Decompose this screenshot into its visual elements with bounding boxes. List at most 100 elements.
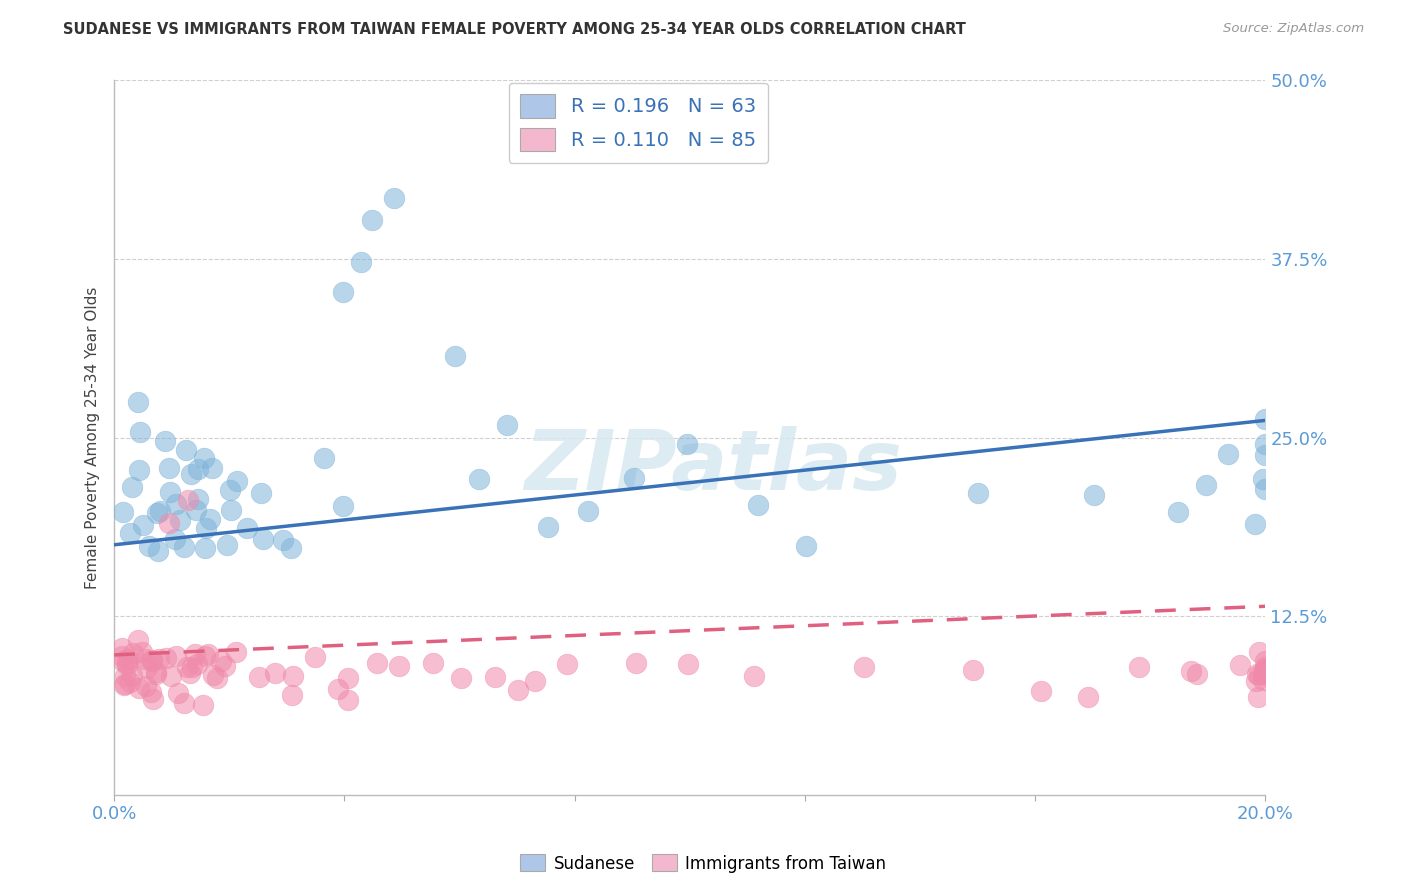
Point [142,691,165,706]
Point [537,519,560,533]
Point [145,506,167,520]
Legend: R = 0.196   N = 63, R = 0.110   N = 85: R = 0.196 N = 63, R = 0.110 N = 85 [509,83,768,163]
Text: Source: ZipAtlas.com: Source: ZipAtlas.com [1223,22,1364,36]
Point [187,462,209,476]
Point [112,678,135,692]
Point [218,483,240,497]
Point [176,492,198,507]
Point [111,655,134,669]
Point [169,513,191,527]
Point [1247,690,1270,705]
Point [173,541,195,555]
Point [159,669,181,683]
Point [183,647,205,661]
Point [495,418,517,433]
Point [350,255,373,269]
Point [134,652,156,666]
Point [195,521,218,535]
Point [215,538,238,552]
Point [136,661,159,675]
Point [361,212,384,227]
Point [576,504,599,518]
Point [165,648,187,663]
Point [1180,664,1202,678]
Point [141,655,163,669]
Point [180,660,202,674]
Point [853,660,876,674]
Point [194,649,217,664]
Point [524,673,547,688]
Point [1254,411,1277,425]
Point [623,471,645,485]
Point [1254,654,1277,668]
Legend: Sudanese, Immigrants from Taiwan: Sudanese, Immigrants from Taiwan [513,847,893,880]
Point [366,656,388,670]
Point [236,521,259,535]
Point [132,518,155,533]
Point [484,670,506,684]
Point [506,683,529,698]
Y-axis label: Female Poverty Among 25-34 Year Olds: Female Poverty Among 25-34 Year Olds [86,286,100,589]
Point [250,486,273,500]
Point [1243,516,1265,531]
Point [332,500,354,514]
Point [121,668,143,682]
Point [167,686,190,700]
Point [118,525,141,540]
Point [263,666,285,681]
Point [111,505,134,519]
Point [111,649,134,664]
Point [179,666,201,681]
Point [1254,663,1277,677]
Point [186,657,208,672]
Point [388,659,411,673]
Point [678,657,700,672]
Point [111,640,134,655]
Point [118,675,141,690]
Point [1185,667,1208,681]
Point [117,656,139,670]
Point [127,632,149,647]
Point [141,653,163,667]
Point [1246,667,1268,681]
Point [176,660,198,674]
Point [128,425,150,439]
Point [1249,668,1271,682]
Point [962,664,984,678]
Point [1254,436,1277,450]
Point [198,511,221,525]
Point [1077,690,1099,705]
Point [1167,505,1189,519]
Point [1244,674,1267,689]
Point [148,651,170,665]
Point [138,539,160,553]
Point [145,666,167,681]
Point [1128,660,1150,674]
Point [247,670,270,684]
Point [141,685,163,699]
Point [209,653,232,667]
Point [1253,667,1275,681]
Point [422,656,444,670]
Point [180,467,202,481]
Point [1247,645,1270,659]
Point [121,480,143,494]
Point [219,502,242,516]
Point [128,463,150,477]
Point [967,486,990,500]
Point [149,504,172,518]
Point [127,395,149,409]
Point [314,450,336,465]
Point [304,650,326,665]
Point [131,645,153,659]
Point [1254,663,1277,677]
Point [281,669,304,683]
Point [157,460,180,475]
Point [1195,478,1218,492]
Point [184,503,207,517]
Point [336,693,359,707]
Point [1031,683,1053,698]
Point [444,349,467,363]
Point [146,544,169,558]
Point [626,656,648,670]
